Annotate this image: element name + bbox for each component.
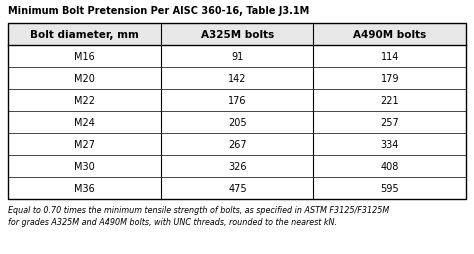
- Text: M16: M16: [74, 52, 95, 62]
- Text: 114: 114: [381, 52, 399, 62]
- Text: 326: 326: [228, 161, 246, 171]
- Text: Bolt diameter, mm: Bolt diameter, mm: [30, 30, 139, 40]
- Text: M22: M22: [74, 96, 95, 106]
- Text: 179: 179: [381, 74, 399, 84]
- Bar: [8, 177, 466, 199]
- Text: 221: 221: [381, 96, 399, 106]
- Bar: [8, 68, 466, 90]
- Bar: [8, 112, 466, 133]
- Text: M30: M30: [74, 161, 95, 171]
- Bar: [8, 24, 466, 46]
- Text: A325M bolts: A325M bolts: [201, 30, 274, 40]
- Text: M24: M24: [74, 118, 95, 128]
- Text: 205: 205: [228, 118, 247, 128]
- Text: 408: 408: [381, 161, 399, 171]
- Text: M27: M27: [74, 139, 95, 149]
- Text: 257: 257: [380, 118, 399, 128]
- Text: Equal to 0.70 times the minimum tensile strength of bolts, as specified in ASTM : Equal to 0.70 times the minimum tensile …: [8, 205, 389, 226]
- Bar: [8, 155, 466, 177]
- Bar: [8, 90, 466, 112]
- Text: 91: 91: [231, 52, 244, 62]
- Text: 595: 595: [381, 183, 399, 193]
- Text: 142: 142: [228, 74, 246, 84]
- Text: 176: 176: [228, 96, 246, 106]
- Bar: [8, 133, 466, 155]
- Text: 475: 475: [228, 183, 247, 193]
- Text: Minimum Bolt Pretension Per AISC 360-16, Table J3.1M: Minimum Bolt Pretension Per AISC 360-16,…: [8, 6, 309, 16]
- Text: M20: M20: [74, 74, 95, 84]
- Text: A490M bolts: A490M bolts: [353, 30, 427, 40]
- Bar: [8, 24, 466, 199]
- Bar: [8, 46, 466, 68]
- Text: M36: M36: [74, 183, 95, 193]
- Text: 267: 267: [228, 139, 247, 149]
- Text: 334: 334: [381, 139, 399, 149]
